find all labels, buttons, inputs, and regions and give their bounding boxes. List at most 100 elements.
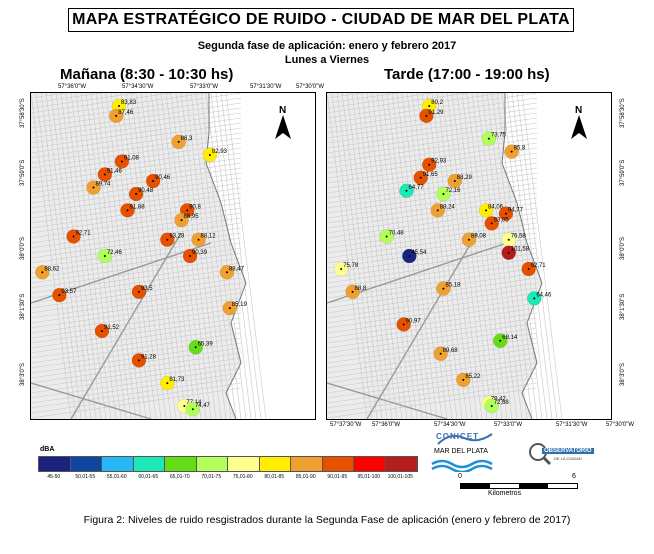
coord-right-label: 38°1'30"S bbox=[620, 293, 626, 320]
coord-right-label: 38°3'0"S bbox=[620, 362, 626, 386]
coord-left-label: 38°3'0"S bbox=[20, 362, 26, 386]
coord-bottom-label: 57°37'30"W bbox=[330, 422, 362, 428]
noise-point-center bbox=[385, 235, 388, 238]
noise-point-label: 86,3 bbox=[181, 136, 193, 142]
noise-point-label: 91,08 bbox=[124, 155, 140, 161]
noise-point-center bbox=[499, 339, 502, 342]
legend bbox=[38, 456, 418, 472]
noise-point-center bbox=[126, 209, 129, 212]
coastline bbox=[205, 93, 247, 419]
noise-point-center bbox=[527, 268, 530, 271]
noise-point-center bbox=[485, 209, 488, 212]
noise-point-center bbox=[442, 287, 445, 290]
coord-right-label: 37°59'0"S bbox=[620, 159, 626, 186]
coord-left-label: 37°58'30"S bbox=[20, 98, 26, 128]
legend-label: 80,01-85 bbox=[264, 474, 285, 480]
coord-bottom-label: 57°30'0"W bbox=[606, 422, 635, 428]
noise-point-center bbox=[490, 222, 493, 225]
noise-point-center bbox=[419, 176, 422, 179]
main-avenue bbox=[31, 382, 152, 419]
noise-point-center bbox=[118, 105, 121, 108]
legend-swatch bbox=[385, 457, 417, 471]
noise-point-center bbox=[186, 209, 189, 212]
noise-point-center bbox=[137, 290, 140, 293]
noise-point-label: 88,24 bbox=[440, 204, 456, 210]
noise-point-label: 85,18 bbox=[445, 283, 461, 289]
noise-point-center bbox=[58, 294, 61, 297]
observatorio-logo: OBSERVATORIO DE LA CIUDAD bbox=[528, 442, 594, 472]
noise-point-label: 91,29 bbox=[428, 110, 444, 116]
noise-point-label: 88,29 bbox=[457, 175, 473, 181]
coord-left-label: 38°0'0"S bbox=[20, 236, 26, 260]
noise-point-label: 92,71 bbox=[76, 230, 92, 236]
noise-point-center bbox=[194, 346, 197, 349]
noise-point-center bbox=[487, 137, 490, 140]
noise-point-center bbox=[135, 193, 138, 196]
noise-point-label: 83,83 bbox=[121, 100, 137, 106]
coord-bottom-label: 57°33'0"W bbox=[494, 422, 523, 428]
noise-point-center bbox=[189, 255, 192, 257]
noise-point-center bbox=[225, 271, 228, 274]
noise-point-label: 74,47 bbox=[195, 403, 211, 409]
legend-swatch bbox=[354, 457, 386, 471]
noise-point-label: 90,48 bbox=[138, 188, 154, 194]
noise-point-label: 70,48 bbox=[389, 230, 405, 236]
coord-left-label: 37°59'0"S bbox=[20, 159, 26, 186]
noise-point-label: 91,52 bbox=[104, 325, 120, 331]
legend-swatch bbox=[165, 457, 197, 471]
figure-caption: Figura 2: Niveles de ruido resgistrados … bbox=[83, 514, 571, 526]
north-label: N bbox=[279, 105, 286, 116]
noise-point-label: 73,75 bbox=[491, 133, 507, 139]
north-arrow-icon bbox=[275, 115, 291, 139]
noise-point-center bbox=[191, 408, 194, 411]
coord-top-label: 57°36'0"W bbox=[58, 84, 87, 90]
legend-label: 100,01-105 bbox=[387, 474, 413, 480]
noise-point-label: 93,28 bbox=[169, 234, 185, 240]
coord-top-label: 57°33'0"W bbox=[190, 84, 219, 90]
legend-swatch bbox=[133, 457, 165, 471]
mdp-logo: MAR DEL PLATA bbox=[430, 448, 500, 478]
legend-label: 60,01-65 bbox=[138, 474, 159, 480]
noise-point-center bbox=[228, 307, 231, 310]
magnifier-icon bbox=[529, 443, 552, 466]
conicet-label: CONICET bbox=[436, 432, 479, 441]
legend-label: 75,01-80 bbox=[232, 474, 253, 480]
scale-bar-graphic bbox=[460, 483, 578, 489]
noise-point-center bbox=[180, 219, 183, 222]
noise-point-label: 88,8 bbox=[355, 286, 367, 292]
noise-point-label: 82,93 bbox=[212, 149, 228, 155]
mdp-label: MAR DEL PLATA bbox=[434, 448, 488, 455]
noise-point-center bbox=[351, 290, 354, 293]
noise-point-center bbox=[101, 329, 103, 332]
legend-labels: 45-50 50,01-55 55,01-60 60,01-65 65,01-70 70,… bbox=[38, 474, 416, 480]
noise-point-center bbox=[177, 140, 180, 143]
noise-point-center bbox=[507, 251, 510, 254]
noise-point-center bbox=[340, 268, 343, 271]
mdp-wave-icon bbox=[431, 459, 493, 472]
noise-point-center bbox=[468, 238, 470, 241]
legend-swatch bbox=[102, 457, 134, 471]
noise-point-center bbox=[439, 352, 442, 355]
noise-point-label: 88,95 bbox=[184, 214, 200, 220]
scale-bar: 0 6 Kilometros bbox=[458, 473, 578, 503]
subtitle-days: Lunes a Viernes bbox=[284, 54, 370, 66]
noise-point-label: 89,08 bbox=[471, 234, 487, 240]
noise-point-label: 91,46 bbox=[107, 169, 123, 175]
noise-point-label: 89,68 bbox=[443, 348, 459, 354]
legend-swatch bbox=[228, 457, 260, 471]
noise-point-center bbox=[510, 150, 513, 153]
noise-point-center bbox=[92, 186, 95, 189]
coord-left-label: 38°1'30"S bbox=[20, 293, 26, 320]
noise-point-label: 93,5 bbox=[141, 286, 153, 292]
noise-point-label: 93,05 bbox=[494, 217, 510, 223]
legend-swatch bbox=[322, 457, 354, 471]
legend-swatch bbox=[39, 457, 71, 471]
noise-point-center bbox=[152, 180, 155, 183]
coord-top-label: 57°34'30"W bbox=[122, 84, 154, 90]
noise-point-center bbox=[120, 160, 123, 163]
noise-point-center bbox=[41, 271, 44, 274]
sea-area bbox=[502, 93, 611, 419]
main-avenue bbox=[327, 382, 448, 419]
noise-point-center bbox=[166, 382, 169, 385]
legend-label: 95,01-100 bbox=[357, 474, 381, 480]
